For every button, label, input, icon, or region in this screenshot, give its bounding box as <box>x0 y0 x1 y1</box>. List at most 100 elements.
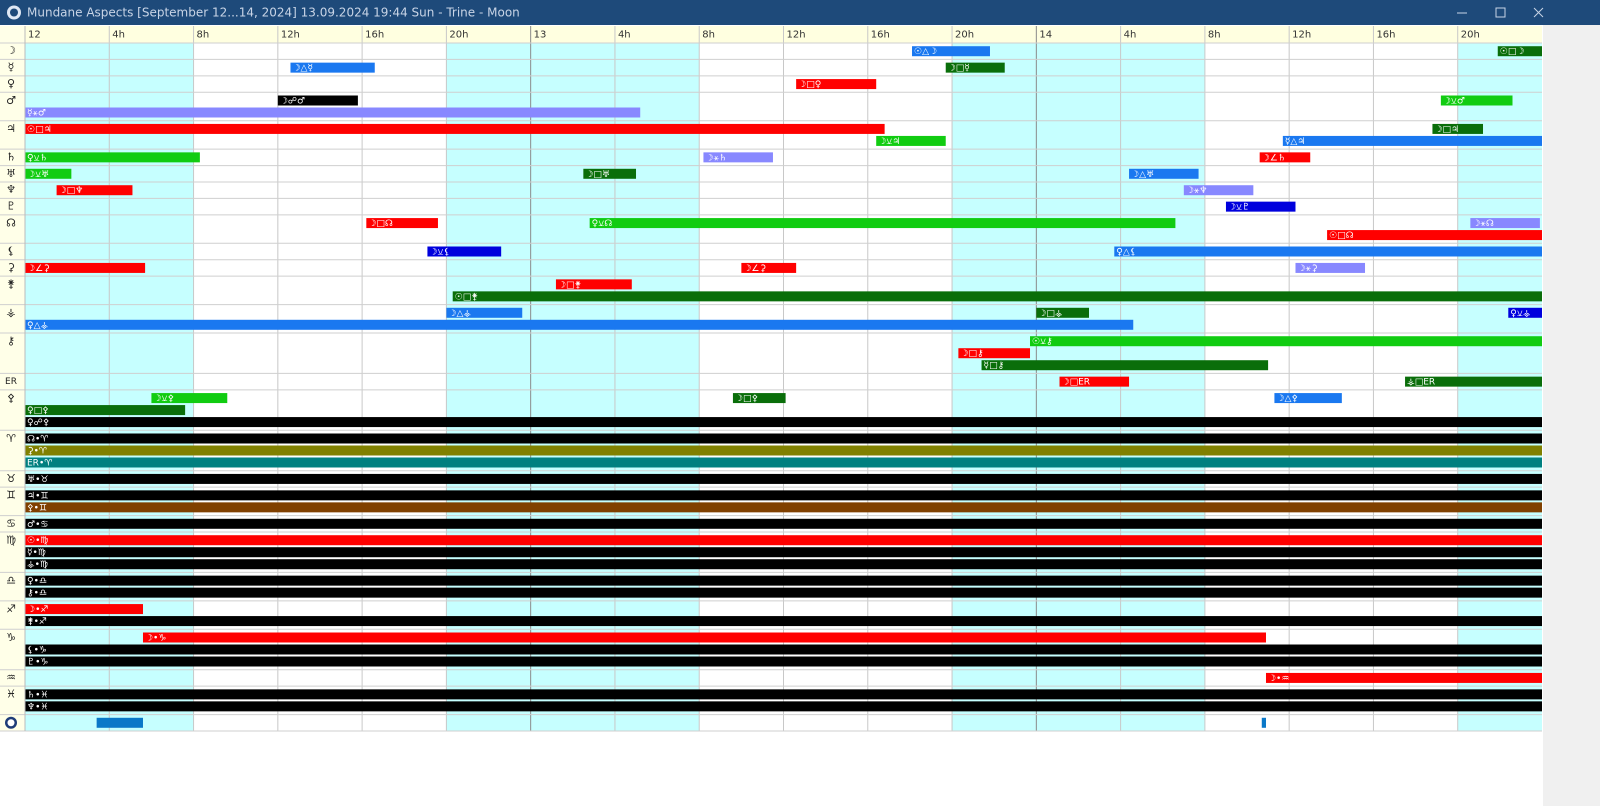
time-label: 12h <box>281 30 300 41</box>
aspect-label: ☽⚺♇ <box>1228 203 1250 213</box>
aspect-label: ♅•♉ <box>27 475 48 485</box>
aspect-bar <box>1114 246 1542 257</box>
aspect-label: ☊•♈ <box>27 435 49 445</box>
aspect-label: ☽□♀ <box>798 80 821 90</box>
aspect-bar <box>1470 218 1540 229</box>
time-label: 4h <box>112 30 125 41</box>
aspect-label: ☽⚺⚸ <box>429 248 450 258</box>
row-glyph: ♆ <box>6 183 16 196</box>
aspect-bar <box>25 701 1542 712</box>
row-glyph: ⚴ <box>7 391 15 404</box>
row-glyph: ☊ <box>6 216 16 229</box>
time-label: 14 <box>1039 30 1052 41</box>
aspect-label: ☿•♍ <box>27 548 46 558</box>
aspect-label: ♀⚺♄ <box>27 153 48 163</box>
aspect-bar <box>1327 230 1542 241</box>
time-label: 16h <box>1376 30 1395 41</box>
night-band <box>952 43 1037 731</box>
row-glyph: ♑ <box>6 631 16 644</box>
time-label: 8h <box>197 30 210 41</box>
time-label: 20h <box>955 30 974 41</box>
aspect-label: ☉△☽ <box>914 47 937 57</box>
time-label: 20h <box>1461 30 1480 41</box>
time-label: 4h <box>1124 30 1137 41</box>
aspect-label: ♇•♑ <box>27 658 48 668</box>
row-glyph: ♈ <box>6 432 16 445</box>
aspect-label: ☽⚺♃ <box>878 137 900 147</box>
maximize-button[interactable] <box>1495 7 1506 18</box>
time-label: 12 <box>28 30 41 41</box>
aspect-label: ☽⚺⚴ <box>153 394 174 404</box>
aspect-label: ⚶□ER <box>1407 378 1435 388</box>
aspect-label: ⚷•♎ <box>27 589 47 599</box>
timeline: 12 4h 8h 12h 16h 20h 13 4h 8h 12h 16h 20h 14 4h 8h 12h 1… <box>0 26 1542 732</box>
aspect-bar <box>583 168 637 179</box>
aspect-bar <box>25 490 1542 501</box>
aspect-bar <box>1274 393 1342 404</box>
aspect-bar <box>1440 95 1513 106</box>
aspect-bar <box>1225 201 1296 212</box>
row-glyph: ♀ <box>7 77 15 90</box>
aspect-bar <box>741 262 797 273</box>
aspect-label: ♀•♎ <box>27 577 47 587</box>
aspect-bar <box>703 152 773 163</box>
aspect-label: ♀△⚶ <box>27 321 49 331</box>
close-button[interactable] <box>1533 7 1544 18</box>
aspect-label: ☽⚹♄ <box>705 153 727 163</box>
aspect-bar <box>25 473 1542 484</box>
time-label: 16h <box>871 30 890 41</box>
row-glyph: ♅ <box>6 167 16 180</box>
app-icon-inner <box>10 8 18 17</box>
aspect-bar <box>1259 152 1311 163</box>
aspect-label: ☽∠⚳ <box>743 264 766 274</box>
aspect-label: ☉□☽ <box>1500 47 1525 57</box>
aspect-label: ☽•♒ <box>1268 674 1289 684</box>
aspect-bar <box>1129 168 1199 179</box>
title-bar <box>0 0 1600 25</box>
aspect-bar <box>25 319 1134 330</box>
aspect-label: ☽⚹♆ <box>1186 186 1208 196</box>
aspect-bar <box>1497 46 1542 57</box>
aspect-bar <box>25 502 1542 513</box>
aspect-label: ☽△⚶ <box>448 309 471 319</box>
aspect-label: ☽△☿ <box>292 64 313 74</box>
time-label: 4h <box>618 30 631 41</box>
aspect-label: ☽□⚶ <box>1038 309 1063 319</box>
aspect-bar <box>290 62 375 73</box>
aspect-bar <box>912 46 990 57</box>
aspect-bar <box>945 62 1005 73</box>
aspect-label: ☽□☿ <box>948 64 970 74</box>
aspect-bar <box>96 717 143 728</box>
row-glyph: ♋ <box>6 517 16 530</box>
row-glyph: ♍ <box>6 534 16 547</box>
aspect-bar <box>25 587 1542 598</box>
aspect-label: ♀⚺⚶ <box>1510 309 1531 319</box>
aspect-bar <box>25 559 1542 570</box>
aspect-bar <box>1295 262 1366 273</box>
time-label: 12h <box>787 30 806 41</box>
aspect-bar <box>25 405 186 416</box>
aspect-label: ☿△♃ <box>1285 137 1306 147</box>
row-glyph: ☽ <box>6 44 16 57</box>
aspect-bar <box>25 417 1542 428</box>
aspect-bar <box>1432 123 1484 134</box>
row-icon-inner <box>7 719 15 727</box>
aspect-bar <box>25 616 1542 627</box>
aspect-label: ♀⚺☊ <box>592 219 613 229</box>
aspect-bar <box>142 632 1266 643</box>
aspect-label: ♆•♓ <box>27 702 48 712</box>
aspect-bar <box>981 360 1269 371</box>
aspect-label: ☽⚺♅ <box>27 170 49 180</box>
aspect-label: ☽•♐ <box>27 605 48 615</box>
aspect-label: ☽□♃ <box>1434 125 1459 135</box>
aspect-bar <box>589 218 1176 229</box>
time-label: 8h <box>702 30 715 41</box>
aspect-bar <box>452 291 1542 302</box>
side-panel <box>1543 25 1600 806</box>
aspect-label: ♃•♊ <box>27 491 48 501</box>
window-title: Mundane Aspects [September 12...14, 2024… <box>27 6 520 20</box>
row-glyph: ♉ <box>6 472 16 485</box>
aspect-bar <box>25 152 200 163</box>
aspect-bar <box>25 547 1542 558</box>
row-glyph: ♂ <box>6 94 16 107</box>
